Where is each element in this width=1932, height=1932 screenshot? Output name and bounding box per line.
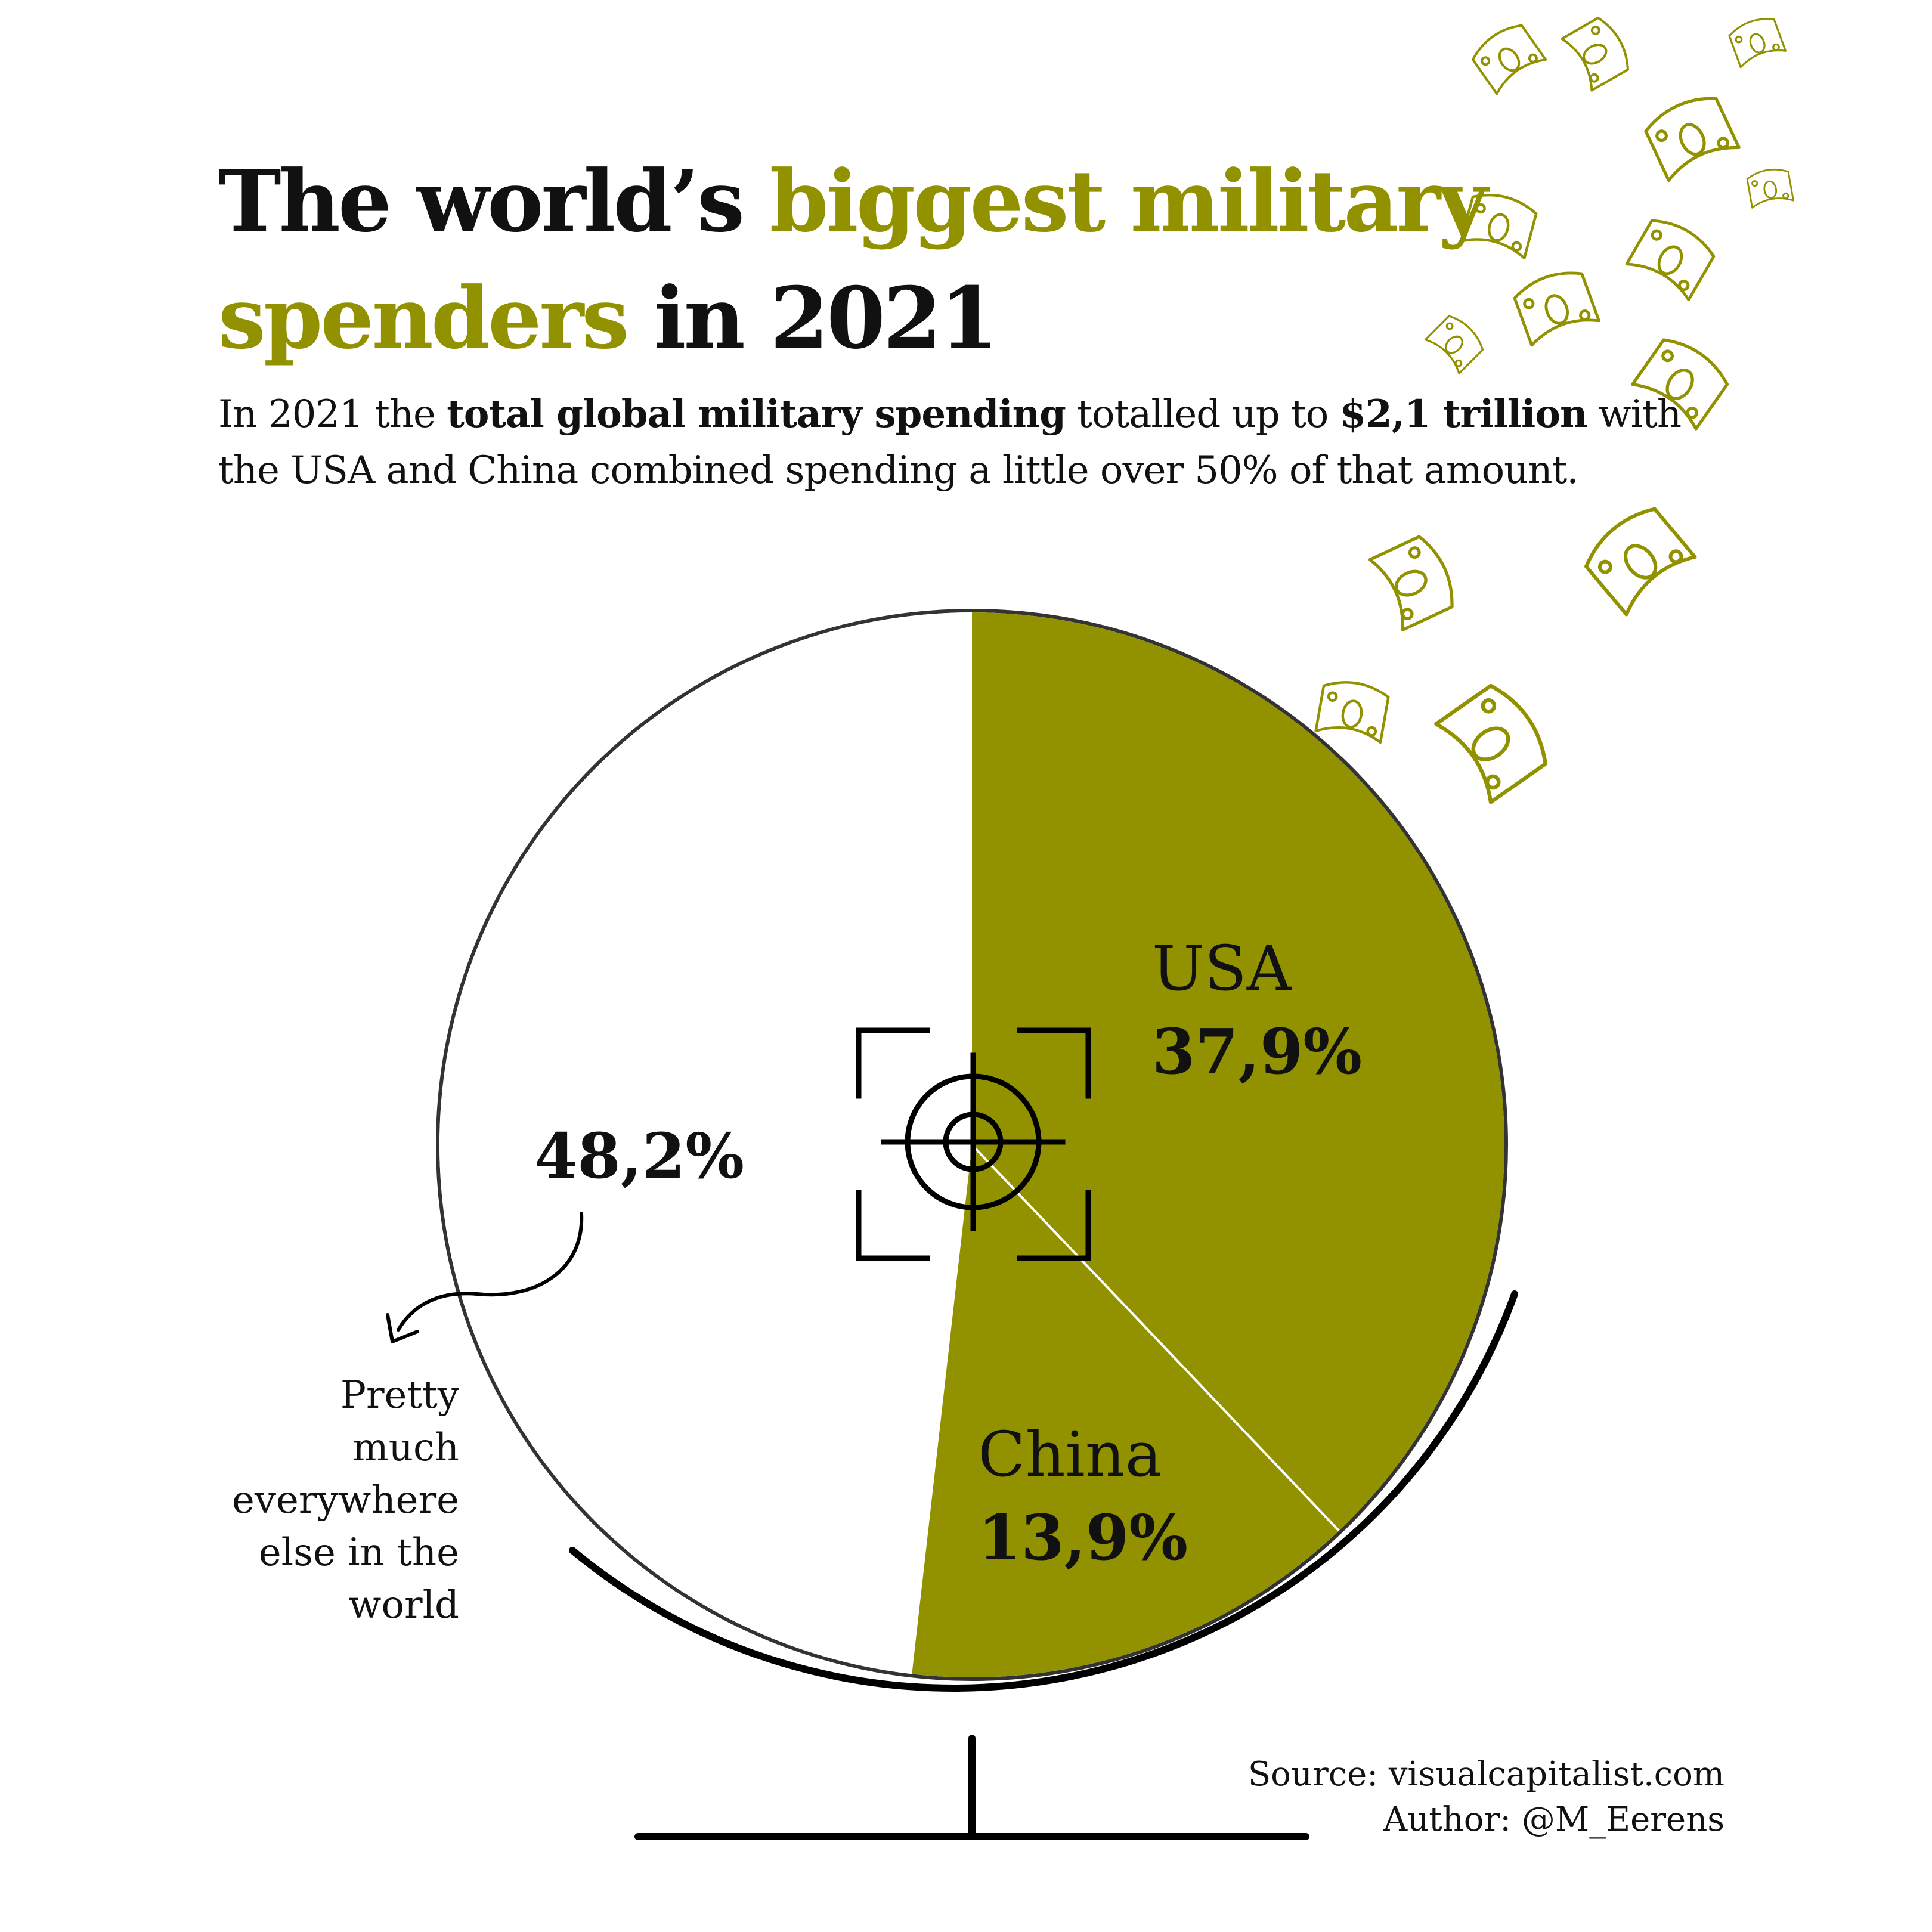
pie-slices bbox=[439, 612, 1504, 1677]
money-bill-icon bbox=[1584, 507, 1697, 617]
curved-arrow-icon bbox=[386, 1212, 584, 1343]
subtitle-bold-1: total global military spending bbox=[447, 392, 1066, 436]
source-text: Source: visualcapitalist.com bbox=[1247, 1755, 1724, 1794]
annotation-line: everywhere bbox=[232, 1478, 459, 1522]
subtitle-part-1: In 2021 the bbox=[218, 392, 447, 436]
title-highlight-2: spenders bbox=[218, 269, 629, 368]
money-bill-icon bbox=[1513, 271, 1600, 347]
rest-value: 48,2% bbox=[534, 1119, 744, 1193]
money-bill-icon bbox=[1368, 535, 1454, 631]
pie-slice-usa bbox=[972, 612, 1504, 1531]
subtitle-part-5: with the USA and China combined spending… bbox=[218, 392, 1682, 493]
money-bill-icon bbox=[1561, 17, 1629, 92]
money-bill-icon bbox=[1434, 683, 1547, 804]
chart-title: The world’s biggest military spenders in… bbox=[218, 143, 1488, 377]
china-value: 13,9% bbox=[978, 1501, 1188, 1574]
title-highlight-1: biggest military bbox=[769, 152, 1488, 251]
rest-annotation: Pretty much everywhere else in the world bbox=[179, 1369, 459, 1631]
annotation-line: much bbox=[352, 1426, 459, 1470]
footer: Source: visualcapitalist.com Author: @M_… bbox=[1248, 1752, 1724, 1843]
money-bill-icon bbox=[1631, 338, 1729, 431]
pie-slice-china bbox=[912, 1145, 1339, 1677]
money-bill-icon bbox=[1424, 315, 1484, 374]
money-bill-icon bbox=[1644, 97, 1741, 182]
annotation-line: Pretty bbox=[340, 1373, 459, 1417]
target-crosshair-icon bbox=[856, 1027, 1091, 1261]
title-part-4: in 2021 bbox=[627, 269, 999, 368]
subtitle-bold-2: $2,1 trillion bbox=[1339, 392, 1588, 436]
subtitle-part-3: totalled up to bbox=[1065, 392, 1340, 436]
annotation-line: world bbox=[348, 1583, 459, 1627]
title-part-1: The world’s bbox=[218, 152, 770, 251]
annotation-line: else in the bbox=[258, 1531, 459, 1575]
usa-value: 37,9% bbox=[1152, 1015, 1362, 1088]
money-bill-icon bbox=[1459, 194, 1538, 260]
usa-label: USA bbox=[1152, 932, 1293, 1005]
money-bill-icon bbox=[1314, 681, 1390, 744]
money-bill-icon bbox=[1625, 219, 1716, 302]
china-label: China bbox=[978, 1418, 1162, 1491]
money-bill-icon bbox=[1746, 168, 1794, 209]
globe-stand-icon bbox=[569, 1290, 1518, 1840]
pie-slice-rest bbox=[439, 612, 972, 1674]
slice-divider bbox=[971, 1144, 1340, 1532]
globe-stand-arc bbox=[569, 1290, 1518, 1692]
chart-subtitle: In 2021 the total global military spendi… bbox=[218, 386, 1697, 499]
author-text: Author: @M_Eerens bbox=[1383, 1800, 1724, 1839]
money-bill-icon bbox=[1728, 18, 1787, 69]
money-bill-icon bbox=[1472, 24, 1547, 95]
